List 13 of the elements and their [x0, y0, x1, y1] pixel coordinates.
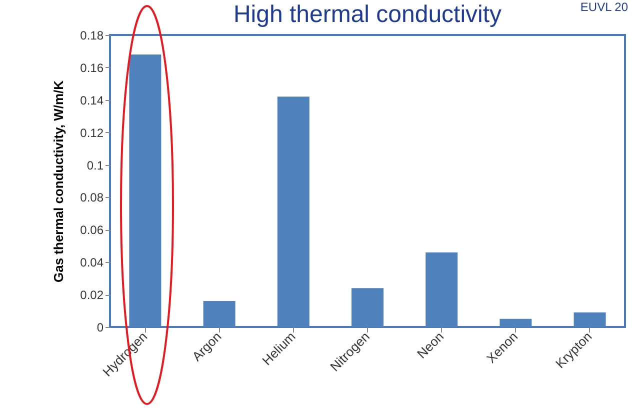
y-tick-label: 0.04: [80, 256, 104, 270]
y-tick-label: 0.14: [80, 93, 104, 108]
y-tick-label: 0.16: [80, 60, 104, 75]
y-axis-title: Gas thermal conductivity, W/m/K: [51, 80, 66, 283]
y-tick-label: 0.18: [80, 28, 104, 42]
y-tick-label: 0.12: [80, 126, 104, 140]
text: EUVL 20: [580, 0, 628, 14]
y-tick-label: 0: [96, 320, 104, 334]
chart-title: High thermal conductivity: [233, 1, 502, 28]
y-tick-label: 0.06: [80, 223, 104, 238]
y-tick-label: 0.1: [86, 158, 104, 172]
y-tick-label: 0.08: [80, 190, 104, 205]
y-tick-label: 0.02: [80, 288, 104, 302]
